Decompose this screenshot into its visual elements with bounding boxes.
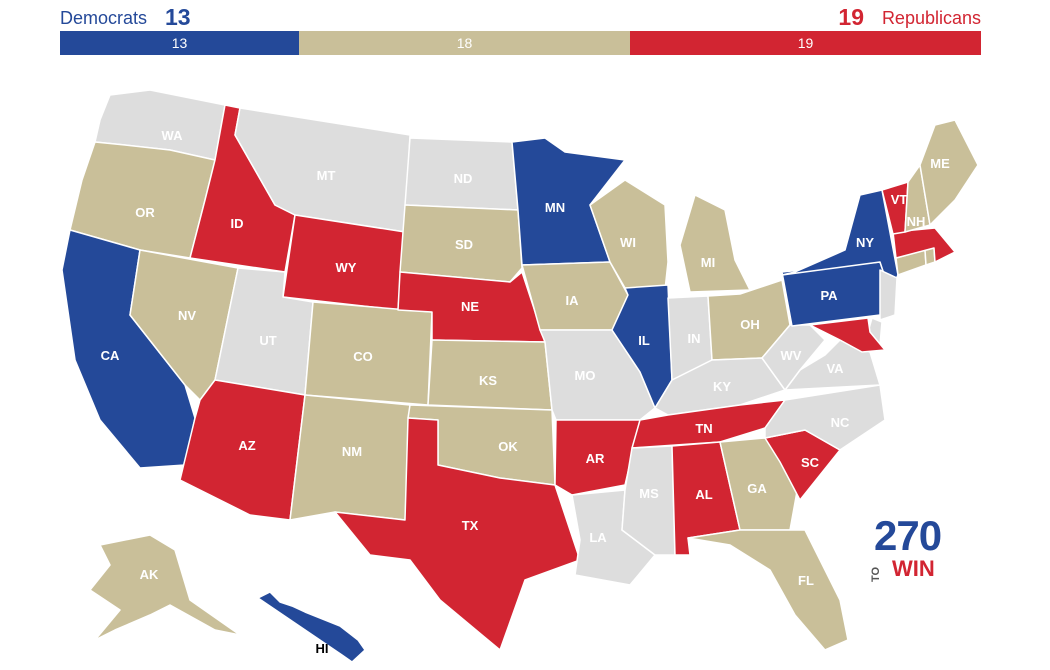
state-label-ME: ME [930, 156, 950, 171]
state-TX[interactable] [334, 417, 581, 651]
state-label-NE: NE [461, 299, 479, 314]
state-ME[interactable] [919, 119, 979, 226]
state-MI[interactable] [679, 194, 751, 293]
state-AK[interactable] [89, 534, 241, 641]
tossup-segment[interactable]: 18 [299, 31, 630, 55]
state-label-ND: ND [454, 171, 473, 186]
270towin-logo[interactable]: 270 TO WIN [870, 512, 952, 584]
state-label-WV: WV [781, 348, 802, 363]
state-label-UT: UT [259, 333, 276, 348]
state-label-KY: KY [713, 379, 731, 394]
state-label-LA: LA [589, 530, 607, 545]
state-label-HI: HI [316, 641, 329, 656]
state-MD[interactable] [809, 317, 886, 353]
state-label-NM: NM [342, 444, 362, 459]
republicans-label: Republicans [881, 8, 981, 28]
state-label-AK: AK [140, 567, 159, 582]
logo-win: WIN [892, 556, 935, 581]
state-label-MO: MO [575, 368, 596, 383]
state-NC[interactable] [764, 384, 886, 451]
state-label-PA: PA [820, 288, 838, 303]
republican-segment[interactable]: 19 [630, 31, 981, 55]
state-label-CA: CA [101, 348, 120, 363]
party-totals-header: Democrats 13 19 Republicans [60, 4, 981, 30]
state-label-WA: WA [162, 128, 184, 143]
state-label-TN: TN [695, 421, 712, 436]
state-label-MS: MS [639, 486, 659, 501]
state-label-OR: OR [135, 205, 155, 220]
state-label-TX: TX [462, 518, 479, 533]
state-label-AR: AR [586, 451, 605, 466]
democrat-segment[interactable]: 13 [60, 31, 299, 55]
state-MA[interactable] [892, 227, 956, 263]
state-label-FL: FL [798, 573, 814, 588]
state-label-WI: WI [620, 235, 636, 250]
state-WV[interactable] [761, 324, 826, 391]
state-label-WY: WY [336, 260, 357, 275]
state-label-NH: NH [907, 214, 926, 229]
state-label-MI: MI [701, 255, 715, 270]
logo-to: TO [870, 566, 882, 582]
state-label-MT: MT [317, 168, 336, 183]
state-AR[interactable] [554, 419, 641, 496]
state-label-NY: NY [856, 235, 874, 250]
state-WI[interactable] [589, 179, 669, 291]
logo-number: 270 [874, 512, 942, 559]
state-label-IN: IN [688, 331, 701, 346]
state-label-OK: OK [498, 439, 518, 454]
state-label-NV: NV [178, 308, 196, 323]
state-label-SC: SC [801, 455, 820, 470]
democrats-label: Democrats [60, 8, 148, 28]
democrats-count: 13 [165, 4, 191, 30]
seat-count-bar: 13 18 19 [60, 31, 981, 55]
state-label-NC: NC [831, 415, 850, 430]
state-label-ID: ID [231, 216, 244, 231]
state-label-AZ: AZ [238, 438, 255, 453]
state-label-MN: MN [545, 200, 565, 215]
state-label-VT: VT [891, 192, 908, 207]
state-label-OH: OH [740, 317, 760, 332]
state-label-CO: CO [353, 349, 373, 364]
republicans-count: 19 [838, 4, 864, 30]
state-label-KS: KS [479, 373, 497, 388]
state-HI[interactable] [257, 591, 366, 663]
state-label-SD: SD [455, 237, 473, 252]
state-label-AL: AL [695, 487, 712, 502]
state-label-IA: IA [566, 293, 580, 308]
state-FL[interactable] [687, 529, 849, 651]
state-NJ[interactable] [879, 269, 898, 321]
state-SD[interactable] [399, 204, 523, 283]
state-label-GA: GA [747, 481, 767, 496]
state-label-VA: VA [826, 361, 844, 376]
state-label-IL: IL [638, 333, 650, 348]
